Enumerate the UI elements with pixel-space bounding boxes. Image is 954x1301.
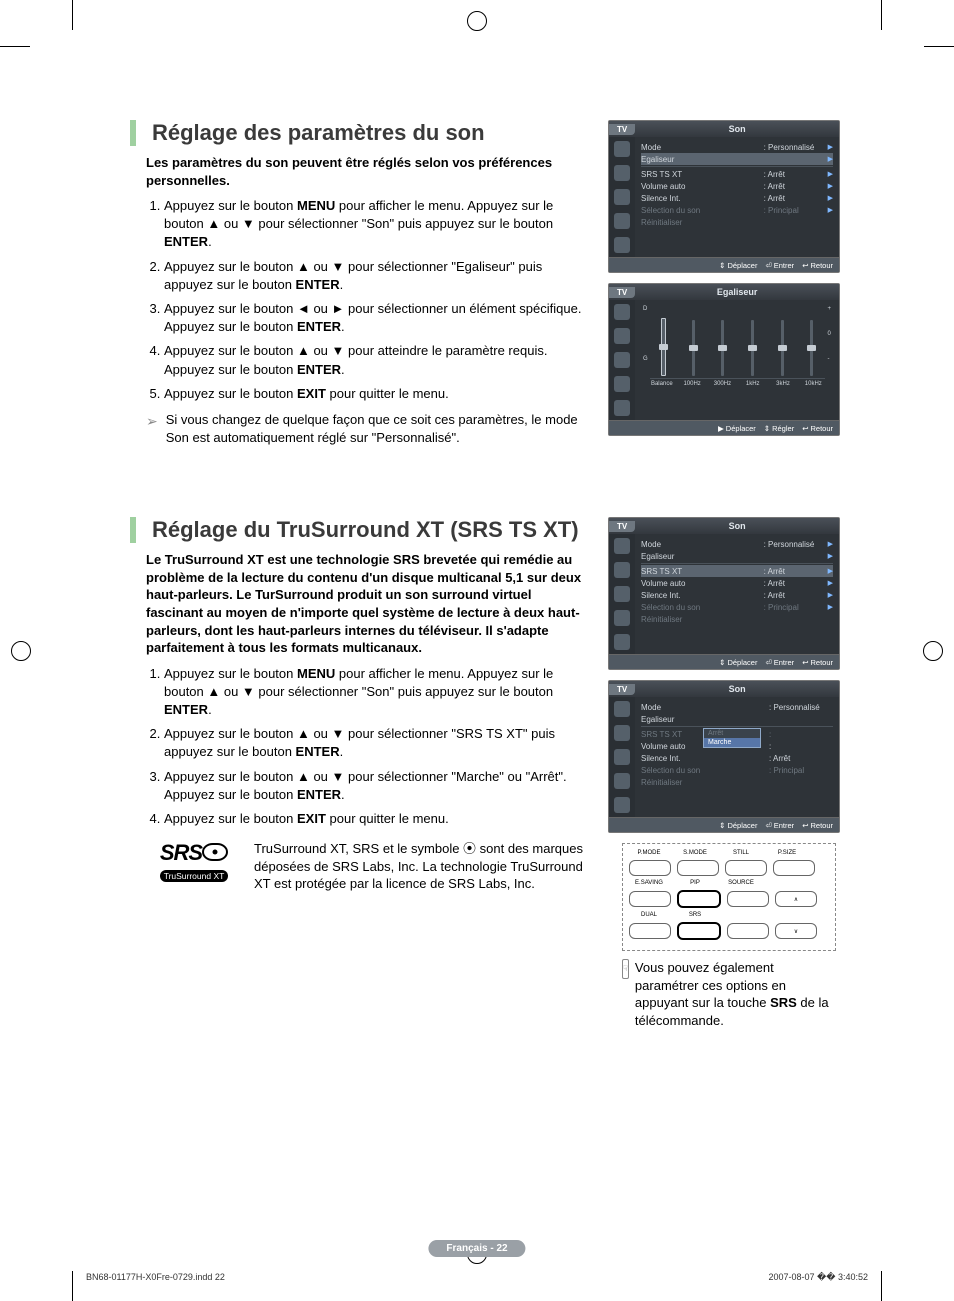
osd-menu-item[interactable]: Sélection du son: Principal▶ xyxy=(641,204,833,216)
page-number-badge: Français - 22 xyxy=(428,1240,525,1257)
register-mark-left xyxy=(12,642,30,660)
osd-menu-item[interactable]: Sélection du son: Principal xyxy=(641,764,833,776)
osd-menu-item[interactable]: Egaliseur▶ xyxy=(641,153,833,165)
osd-tv-tab: TV xyxy=(609,124,635,135)
osd-foot-enter: Entrer xyxy=(765,821,794,830)
remote-button[interactable] xyxy=(725,860,767,876)
osd-tv-tab: TV xyxy=(609,684,635,695)
osd-son-menu-3: TVSon Mode: PersonnaliséEgaliseur SRS TS X… xyxy=(608,680,840,833)
osd-son-menu: TVSon Mode: Personnalisé▶Egaliseur▶ SRS TS… xyxy=(608,120,840,273)
osd-menu-item[interactable]: SRS TS XT:ArrêtMarche xyxy=(641,728,833,740)
remote-button[interactable] xyxy=(629,923,671,939)
remote-icon: ☟ xyxy=(622,959,629,979)
osd-tv-tab: TV xyxy=(609,521,635,532)
step-item: Appuyez sur le bouton ◄ ou ► pour sélect… xyxy=(164,300,590,336)
document-footer: BN68-01177H-X0Fre-0729.indd 22 2007-08-0… xyxy=(86,1272,868,1283)
step-item: Appuyez sur le bouton EXIT pour quitter … xyxy=(164,810,590,828)
register-mark-top xyxy=(468,12,486,30)
crop-mark xyxy=(0,46,30,47)
osd-title: Son xyxy=(635,684,839,694)
eq-slider[interactable] xyxy=(781,320,784,376)
remote-button[interactable] xyxy=(677,922,721,940)
osd-menu-item[interactable]: Mode: Personnalisé▶ xyxy=(641,538,833,550)
remote-button[interactable] xyxy=(773,860,815,876)
step-item: Appuyez sur le bouton MENU pour afficher… xyxy=(164,197,590,252)
step-item: Appuyez sur le bouton ▲ ou ▼ pour sélect… xyxy=(164,258,590,294)
osd-menu-item[interactable]: Silence Int.: Arrêt▶ xyxy=(641,192,833,204)
remote-note: ☟ Vous pouvez également paramétrer ces o… xyxy=(622,959,840,1029)
osd-menu-item[interactable]: Réinitialiser xyxy=(641,613,833,625)
osd-menu-item[interactable]: Mode: Personnalisé xyxy=(641,701,833,713)
note-arrow-icon: ➢ xyxy=(146,412,158,447)
step-item: Appuyez sur le bouton ▲ ou ▼ pour sélect… xyxy=(164,725,590,761)
eq-slider[interactable] xyxy=(692,320,695,376)
osd-equalizer: TVEgaliseurDGBalance100Hz300Hz1kHz3kHz10… xyxy=(608,283,840,436)
osd-title: Son xyxy=(635,124,839,134)
osd-foot-return: Retour xyxy=(802,658,833,667)
remote-button[interactable] xyxy=(677,860,719,876)
remote-button[interactable]: ∨ xyxy=(775,923,817,939)
osd-menu-item[interactable]: Réinitialiser xyxy=(641,776,833,788)
step-item: Appuyez sur le bouton ▲ ou ▼ pour sélect… xyxy=(164,768,590,804)
doc-filename: BN68-01177H-X0Fre-0729.indd 22 xyxy=(86,1272,225,1283)
step-item: Appuyez sur le bouton ▲ ou ▼ pour attein… xyxy=(164,342,590,378)
osd-title: Son xyxy=(635,521,839,531)
osd-foot-return: Retour xyxy=(802,821,833,830)
osd-menu-item[interactable]: SRS TS XT: Arrêt▶ xyxy=(641,168,833,180)
section1-note: ➢ Si vous changez de quelque façon que c… xyxy=(146,411,590,447)
remote-diagram: P.MODES.MODESTILLP.SIZEE.SAVINGPIPSOURCE… xyxy=(622,843,836,951)
osd-menu-item[interactable]: Réinitialiser xyxy=(641,216,833,228)
step-item: Appuyez sur le bouton EXIT pour quitter … xyxy=(164,385,590,403)
crop-mark xyxy=(924,46,954,47)
osd-foot-enter: Entrer xyxy=(765,658,794,667)
osd-foot-enter: Entrer xyxy=(765,261,794,270)
remote-button[interactable] xyxy=(677,890,721,908)
srs-logo: SRS TruSurround XT xyxy=(146,840,242,884)
srs-eye-icon xyxy=(202,843,228,861)
osd-menu-item[interactable]: Silence Int.: Arrêt xyxy=(641,752,833,764)
crop-mark xyxy=(881,1271,882,1301)
crop-mark xyxy=(72,0,73,30)
note-text: Si vous changez de quelque façon que ce … xyxy=(166,411,590,447)
srs-logo-text: SRS xyxy=(160,840,202,865)
section1-intro: Les paramètres du son peuvent être réglé… xyxy=(146,154,590,189)
srs-logo-subtext: TruSurround XT xyxy=(160,870,229,882)
osd-foot-move: Déplacer xyxy=(719,658,757,667)
osd-foot-move: Déplacer xyxy=(719,821,757,830)
osd-menu-item[interactable]: Egaliseur xyxy=(641,713,833,725)
crop-mark xyxy=(72,1271,73,1301)
manual-page: Réglage des paramètres du son Les paramè… xyxy=(0,0,954,1301)
osd-menu-item[interactable]: Volume auto: Arrêt▶ xyxy=(641,180,833,192)
section1-steps: Appuyez sur le bouton MENU pour afficher… xyxy=(146,197,590,403)
srs-copyright-text: TruSurround XT, SRS et le symbole ⦿ sont… xyxy=(254,840,590,893)
section2-intro: Le TruSurround XT est une technologie SR… xyxy=(146,551,590,656)
osd-foot-move: Déplacer xyxy=(719,261,757,270)
eq-slider[interactable] xyxy=(721,320,724,376)
section2-title: Réglage du TruSurround XT (SRS TS XT) xyxy=(130,517,590,543)
remote-note-text: Vous pouvez également paramétrer ces opt… xyxy=(635,959,840,1029)
doc-timestamp: 2007-08-07 �� 3:40:52 xyxy=(768,1272,868,1283)
section1-title: Réglage des paramètres du son xyxy=(130,120,590,146)
remote-button[interactable]: ∧ xyxy=(775,891,817,907)
osd-menu-item[interactable]: Sélection du son: Principal▶ xyxy=(641,601,833,613)
step-item: Appuyez sur le bouton MENU pour afficher… xyxy=(164,665,590,720)
osd-menu-item[interactable]: Mode: Personnalisé▶ xyxy=(641,141,833,153)
osd-menu-item[interactable]: Volume auto: Arrêt▶ xyxy=(641,577,833,589)
osd-menu-item[interactable]: Silence Int.: Arrêt▶ xyxy=(641,589,833,601)
eq-slider[interactable] xyxy=(661,318,666,376)
osd-son-menu-2: TVSon Mode: Personnalisé▶Egaliseur▶ SRS TS… xyxy=(608,517,840,670)
osd-menu-item[interactable]: Egaliseur▶ xyxy=(641,550,833,562)
remote-button[interactable] xyxy=(727,891,769,907)
osd-foot-return: Retour xyxy=(802,261,833,270)
remote-button[interactable] xyxy=(629,891,671,907)
eq-slider[interactable] xyxy=(810,320,813,376)
remote-button[interactable] xyxy=(727,923,769,939)
osd-menu-item[interactable]: SRS TS XT: Arrêt▶ xyxy=(641,565,833,577)
eq-slider[interactable] xyxy=(751,320,754,376)
remote-button[interactable] xyxy=(629,860,671,876)
register-mark-right xyxy=(924,642,942,660)
section2-steps: Appuyez sur le bouton MENU pour afficher… xyxy=(146,665,590,829)
crop-mark xyxy=(881,0,882,30)
